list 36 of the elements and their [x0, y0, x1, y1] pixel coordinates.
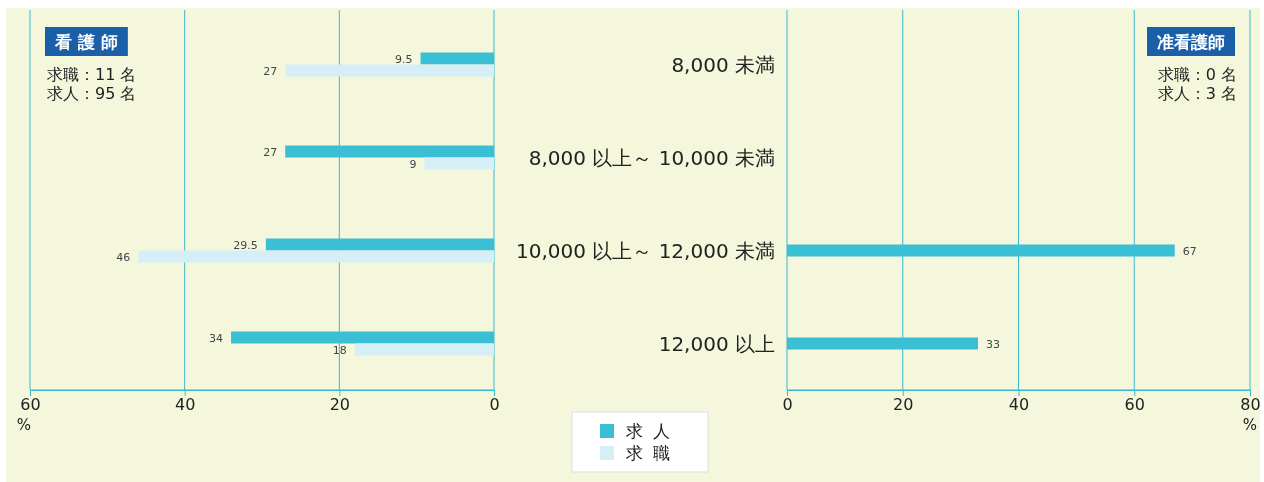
text: 看 護 師: [54, 32, 118, 52]
data-label: 9: [409, 157, 417, 171]
data-label: 34: [209, 331, 224, 345]
legend-label: 求人: [626, 421, 680, 441]
data-label: 67: [1182, 244, 1197, 258]
x-tick-label: 20: [893, 395, 914, 415]
data-label: 29.5: [233, 238, 258, 252]
data-label: 9.5: [395, 52, 413, 66]
text: 准看護師: [1157, 32, 1225, 52]
x-tick-label: 60: [1124, 395, 1145, 415]
y-tick-label: 8,000 以上～ 10,000 未満: [528, 145, 775, 170]
x-tick-label: 80: [1240, 395, 1261, 415]
x-axis-title: %: [16, 416, 32, 434]
bar: [138, 250, 494, 263]
x-axis-title: %: [1242, 416, 1258, 434]
annotation: 求人：95 名: [47, 84, 137, 103]
x-tick-label: 0: [782, 395, 793, 415]
data-label: 33: [985, 337, 1000, 351]
data-label: 46: [116, 250, 131, 264]
y-tick-label: 10,000 以上～ 12,000 未満: [515, 238, 775, 263]
bar: [285, 64, 494, 77]
bar: [354, 343, 494, 356]
x-tick-label: 20: [329, 395, 351, 415]
y-tick-label: 12,000 以上: [658, 331, 775, 356]
x-tick-label: 40: [1008, 395, 1030, 415]
annotation: 求人：3 名: [1157, 84, 1237, 103]
x-tick-label: 0: [489, 395, 500, 415]
annotation: 求職：11 名: [47, 65, 137, 84]
data-label: 27: [263, 64, 278, 78]
y-tick-label: 8,000 未満: [671, 52, 775, 77]
bar: [424, 157, 494, 170]
x-tick-label: 60: [20, 395, 41, 415]
data-label: 27: [263, 145, 278, 159]
annotation: 求職：0 名: [1157, 65, 1237, 84]
legend-label: 求職: [626, 443, 680, 463]
x-tick-label: 40: [174, 395, 196, 415]
